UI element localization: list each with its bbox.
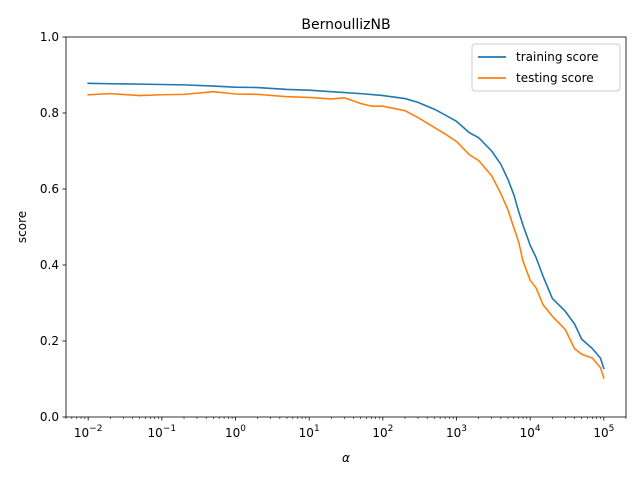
x-tick-label: 10−2 <box>74 424 103 440</box>
series-layer <box>87 82 605 379</box>
legend-label-testing: testing score <box>516 71 594 85</box>
legend: training score testing score <box>471 43 621 92</box>
plot-frame <box>65 36 627 418</box>
x-axis-title: α <box>342 451 350 465</box>
x-tick-label: 100 <box>225 424 246 440</box>
plot-area <box>66 37 626 417</box>
x-tick-label: 101 <box>299 424 320 440</box>
y-tick-label: 0.8 <box>40 106 59 120</box>
y-tick-label: 0.6 <box>40 182 59 196</box>
x-tick-label: 102 <box>372 424 393 440</box>
training-score-line <box>87 82 605 370</box>
x-tick-label: 104 <box>520 424 541 440</box>
y-tick-label: 0.2 <box>40 334 59 348</box>
y-tick-label: 0.0 <box>40 410 59 424</box>
tick-layer: 10−2 10−1 100 101 102 103 104 105 0.0 0.2 0.4 0.6 0.… <box>40 30 627 440</box>
testing-score-line <box>87 90 605 379</box>
x-tick-label: 10−1 <box>148 424 177 440</box>
chart-title: BernoullizNB <box>301 17 390 33</box>
y-tick-label: 0.4 <box>40 258 59 272</box>
y-tick-label: 1.0 <box>40 30 59 44</box>
legend-box <box>471 43 621 92</box>
x-tick-label: 103 <box>446 424 467 440</box>
x-tick-label: 105 <box>593 424 614 440</box>
y-axis-title: score <box>15 211 29 243</box>
legend-label-training: training score <box>516 50 599 64</box>
